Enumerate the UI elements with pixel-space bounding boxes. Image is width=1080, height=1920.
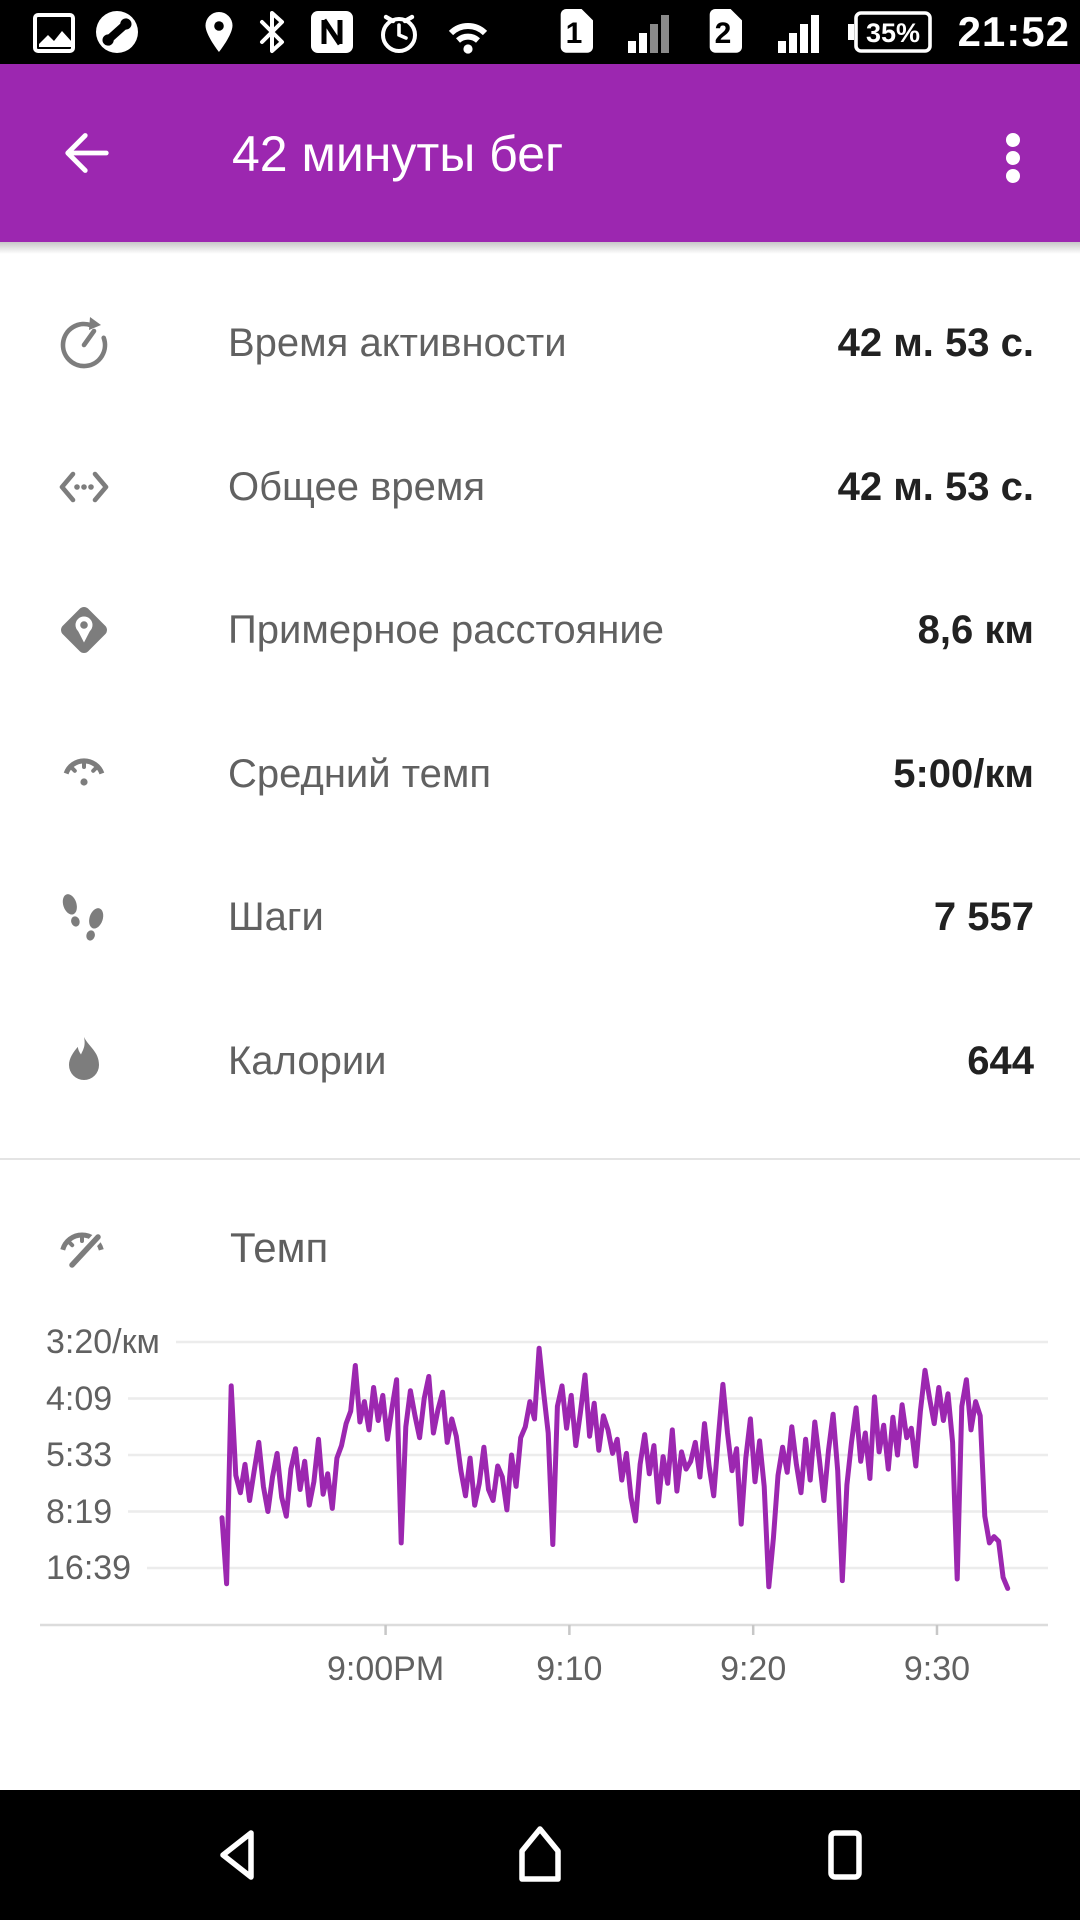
app-bar bbox=[0, 64, 1080, 242]
flame-icon bbox=[69, 1037, 99, 1080]
phone-icon bbox=[96, 11, 138, 53]
overflow-menu-icon[interactable] bbox=[1003, 133, 1023, 185]
stat-label: Общее время bbox=[228, 464, 485, 509]
sim1-badge: 1 bbox=[560, 9, 593, 53]
total-time-icon bbox=[59, 471, 109, 503]
stat-label: Средний темп bbox=[228, 751, 492, 796]
stat-label: Примерное расстояние bbox=[228, 607, 664, 652]
stat-label: Калории bbox=[228, 1038, 387, 1083]
recents-nav-icon[interactable] bbox=[813, 1823, 877, 1887]
stat-row-calories: Калории 644 bbox=[0, 989, 1080, 1133]
back-nav-icon[interactable] bbox=[211, 1823, 275, 1887]
wifi-icon bbox=[448, 22, 488, 54]
nav-bar bbox=[0, 1790, 1080, 1920]
stat-value: 5:00/км bbox=[893, 751, 1034, 796]
chart-x-tick-label: 9:10 bbox=[536, 1650, 603, 1688]
chart-x-tick-label: 9:20 bbox=[720, 1650, 787, 1688]
chart-title: Темп bbox=[230, 1224, 329, 1271]
stat-row-steps: Шаги 7 557 bbox=[0, 845, 1080, 989]
chart-y-tick-label: 3:20/км bbox=[40, 1318, 176, 1366]
activity-timer-icon bbox=[60, 317, 108, 369]
stat-value: 42 м. 53 с. bbox=[837, 464, 1034, 509]
stat-value: 644 bbox=[967, 1038, 1034, 1083]
stat-row-distance: Примерное расстояние 8,6 км bbox=[0, 558, 1080, 702]
status-bar: 1 2 35% 21:52 bbox=[0, 0, 1080, 64]
speedometer-icon bbox=[63, 758, 105, 786]
footsteps-icon bbox=[62, 894, 104, 941]
app-bar-shadow bbox=[0, 242, 1080, 254]
sim2-badge: 2 bbox=[709, 9, 742, 53]
chart-x-tick-label: 9:00PM bbox=[326, 1650, 445, 1688]
chart-y-tick-label: 4:09 bbox=[40, 1374, 129, 1423]
section-divider bbox=[0, 1158, 1080, 1160]
chart-y-tick-label: 5:33 bbox=[40, 1431, 129, 1479]
pace-gauge-icon bbox=[60, 1231, 104, 1271]
back-arrow-icon[interactable] bbox=[59, 125, 115, 181]
gallery-icon bbox=[33, 13, 75, 53]
chart-y-tick-label: 8:19 bbox=[40, 1487, 129, 1536]
stat-value: 7 557 bbox=[933, 894, 1034, 939]
svg-text:35%: 35% bbox=[866, 18, 920, 48]
sim2-signal-icon bbox=[778, 15, 819, 53]
location-icon bbox=[205, 12, 233, 52]
bluetooth-icon bbox=[260, 11, 284, 53]
status-time: 21:52 bbox=[957, 8, 1070, 55]
chart-x-tick-label: 9:30 bbox=[903, 1650, 971, 1688]
stat-value: 42 м. 53 с. bbox=[837, 320, 1034, 365]
sim1-signal-icon bbox=[628, 15, 669, 53]
alarm-icon bbox=[381, 14, 417, 53]
home-nav-icon[interactable] bbox=[508, 1823, 572, 1887]
stat-row-total-time: Общее время 42 м. 53 с. bbox=[0, 415, 1080, 559]
nfc-icon bbox=[311, 11, 353, 53]
svg-text:2: 2 bbox=[715, 17, 732, 50]
distance-pin-icon bbox=[61, 607, 107, 653]
chart-y-tick-label: 16:39 bbox=[40, 1544, 148, 1592]
pace-chart bbox=[40, 1340, 1048, 1635]
stat-row-avg-pace: Средний темп 5:00/км bbox=[0, 702, 1080, 846]
stat-row-active-time: Время активности 42 м. 53 с. bbox=[0, 271, 1080, 415]
svg-text:1: 1 bbox=[566, 17, 583, 50]
page-title: 42 минуты бег bbox=[232, 126, 564, 182]
stat-label: Время активности bbox=[228, 320, 567, 365]
stat-label: Шаги bbox=[228, 894, 324, 939]
battery-icon: 35% bbox=[848, 11, 932, 53]
stat-value: 8,6 км bbox=[917, 607, 1034, 652]
